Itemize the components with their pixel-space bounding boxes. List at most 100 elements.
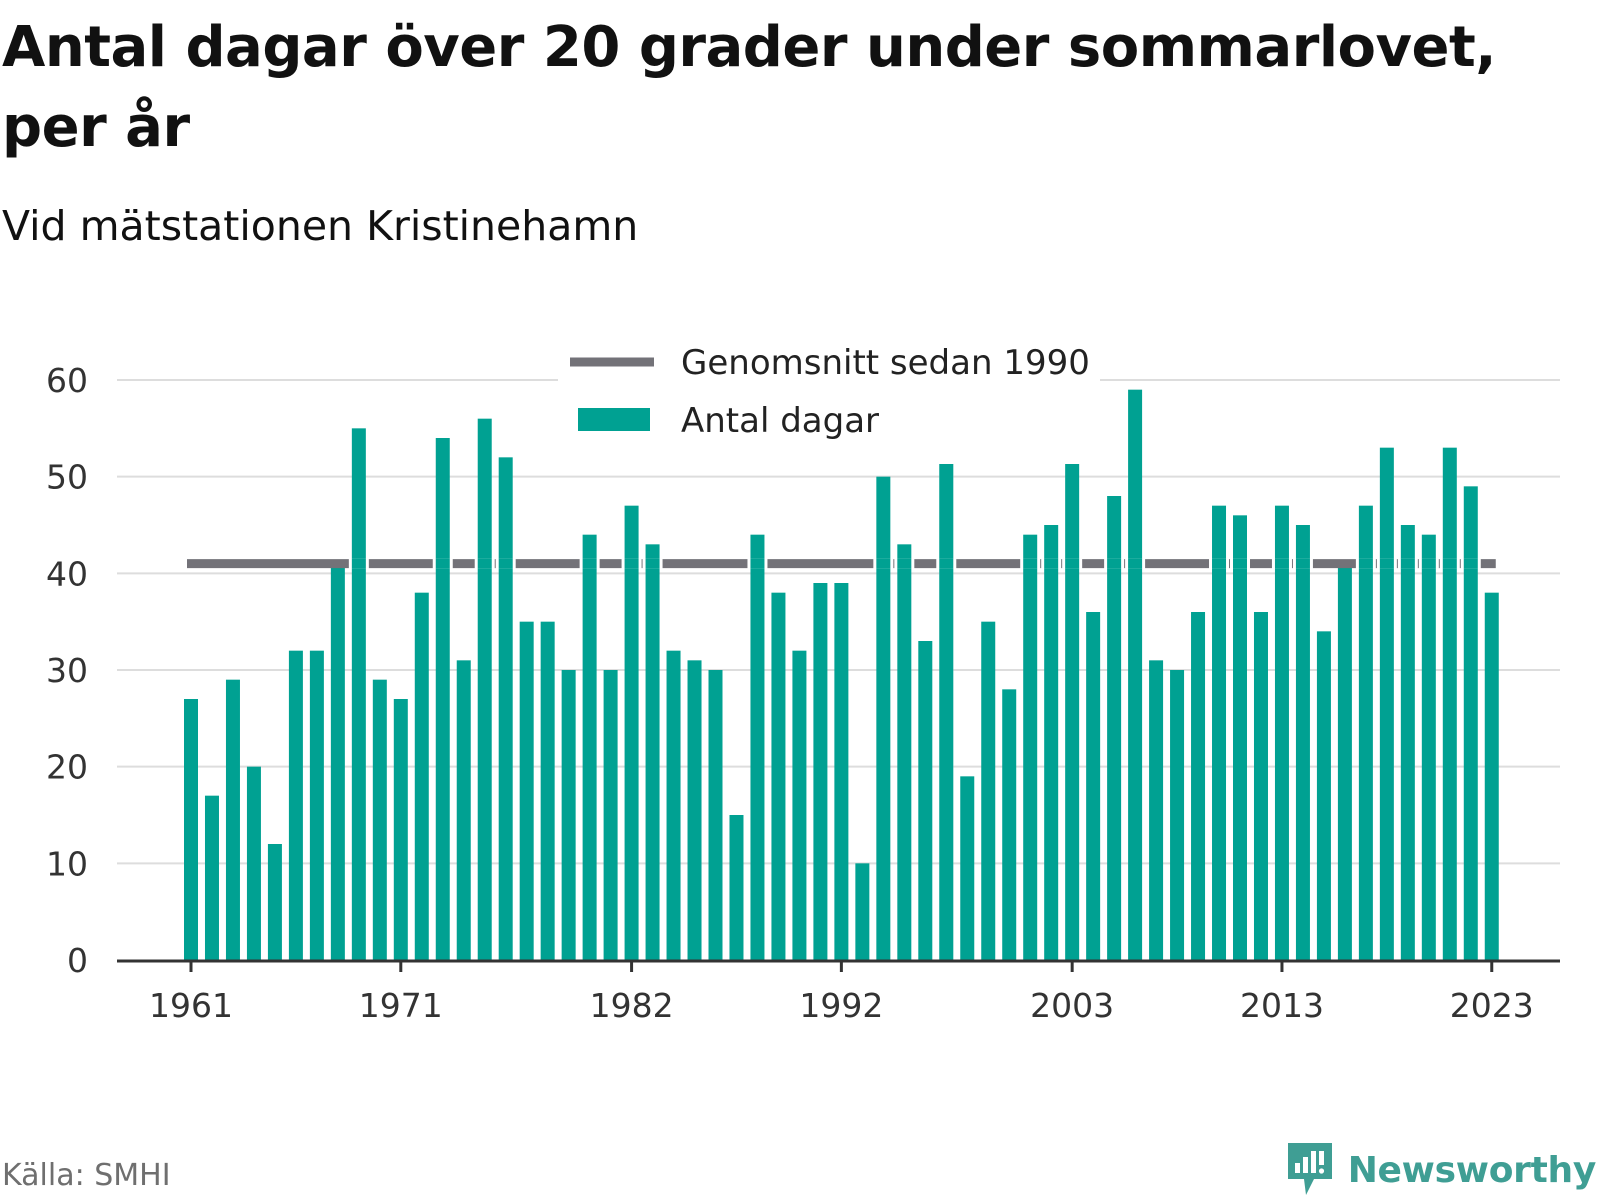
bar-1970 <box>372 679 387 960</box>
bar-1997 <box>939 457 954 960</box>
bar-1961 <box>184 699 198 960</box>
bar-1974 <box>456 660 471 960</box>
x-tick-label: 2013 <box>1240 986 1324 1025</box>
bar-1978 <box>540 621 555 960</box>
bar-2009 <box>1191 612 1206 960</box>
y-tick-label: 30 <box>46 651 88 690</box>
y-tick-label: 20 <box>46 748 88 787</box>
bar-1966 <box>288 650 303 960</box>
bar-1999 <box>981 621 996 960</box>
bar-fill-1975 <box>477 558 492 569</box>
bar-1996 <box>918 641 933 960</box>
bar-2017 <box>1358 505 1373 960</box>
bar-1965 <box>267 844 282 960</box>
bar-2008 <box>1170 670 1185 960</box>
bar-2019 <box>1400 525 1415 960</box>
bar-2006 <box>1128 389 1143 961</box>
bar-2023 <box>1484 592 1499 960</box>
bar-fill-2011 <box>1233 558 1247 569</box>
bar-fill-2022 <box>1463 558 1478 569</box>
bar-1987 <box>729 815 744 960</box>
newsworthy-logo: Newsworthy <box>1284 1140 1596 1200</box>
bar-1979 <box>561 670 576 960</box>
bar-fill-2019 <box>1400 558 1415 569</box>
bar-1969 <box>351 428 366 960</box>
bar-1995 <box>897 544 912 960</box>
x-tick-label: 1992 <box>799 986 883 1025</box>
source-note: Källa: SMHI <box>2 1158 171 1193</box>
bar-fill-2003 <box>1065 558 1080 569</box>
newsworthy-logo-icon <box>1287 1143 1332 1195</box>
bar-1982 <box>624 505 639 960</box>
bar-fill-2021 <box>1442 558 1457 569</box>
bar-fill-2005 <box>1107 558 1122 569</box>
bar-1967 <box>309 650 324 960</box>
newsworthy-logo-text: Newsworthy <box>1347 1149 1597 1191</box>
bar-1994 <box>876 476 891 960</box>
chart-title: Antal dagar över 20 grader under sommarl… <box>2 15 1497 160</box>
bar-1992 <box>834 583 849 960</box>
legend: Genomsnitt sedan 1990 Antal dagar <box>558 338 1100 464</box>
y-tick-label: 0 <box>67 941 88 980</box>
bar-2005 <box>1107 496 1122 960</box>
legend-label-bars: Antal dagar <box>681 401 879 441</box>
y-tick-label: 50 <box>46 458 88 497</box>
bar-chart: 0 10 20 30 40 50 60 1961 1971 1982 1992 2003 2013 20… <box>46 338 1560 1025</box>
x-tick-label: 1961 <box>149 986 233 1025</box>
bar-fill-1994 <box>876 558 891 569</box>
x-axis-ticks: 1961 1971 1982 1992 2003 2013 2023 <box>149 960 1534 1025</box>
bar-2001 <box>1023 534 1038 960</box>
bar-1983 <box>645 544 660 960</box>
bar-fill-1995 <box>897 558 912 569</box>
bar-fill-1969 <box>351 558 366 569</box>
y-tick-label: 60 <box>46 361 88 400</box>
bar-2013 <box>1274 505 1289 960</box>
bar-1977 <box>519 621 534 960</box>
bar-2004 <box>1086 612 1101 960</box>
bar-1976 <box>498 457 513 960</box>
bar-1968 <box>330 563 345 960</box>
bar-fill-2018 <box>1379 558 1394 569</box>
bar-fill-2006 <box>1128 558 1143 569</box>
x-tick-label: 2023 <box>1450 986 1534 1025</box>
x-tick-label: 1971 <box>359 986 443 1025</box>
y-tick-label: 40 <box>46 554 88 593</box>
bar-1972 <box>414 592 429 960</box>
bar-2021 <box>1442 447 1457 961</box>
bar-1988 <box>750 534 765 960</box>
bar-2014 <box>1295 525 1310 960</box>
bar-fill-1976 <box>498 558 513 569</box>
bar-2011 <box>1233 515 1247 960</box>
bar-2000 <box>1002 689 1017 960</box>
bar-1984 <box>666 650 681 960</box>
bar-1986 <box>708 670 723 960</box>
bar-fill-2020 <box>1421 558 1436 569</box>
bar-1991 <box>813 583 828 960</box>
bar-1962 <box>204 795 219 960</box>
bar-fill-2002 <box>1044 558 1059 569</box>
bar-1964 <box>246 766 261 960</box>
bar-fill-1983 <box>645 558 660 569</box>
bar-1989 <box>771 592 786 960</box>
bar-2015 <box>1316 631 1331 960</box>
bar-1981 <box>603 670 618 960</box>
average-line <box>187 558 1496 569</box>
bar-1973 <box>435 438 450 960</box>
bar-fill-1982 <box>624 558 639 569</box>
bar-2010 <box>1212 505 1227 960</box>
bar-1998 <box>960 776 975 960</box>
bar-2022 <box>1463 486 1478 960</box>
bar-1971 <box>393 699 408 960</box>
bars <box>184 389 1499 961</box>
bar-1963 <box>225 679 240 960</box>
bar-fill-1988 <box>750 558 765 569</box>
bar-2012 <box>1253 612 1268 960</box>
y-tick-label: 10 <box>46 844 88 883</box>
bar-fill-1973 <box>435 558 450 569</box>
bar-2003 <box>1065 457 1080 960</box>
bar-fill-2013 <box>1274 558 1289 569</box>
bar-fill-2017 <box>1358 558 1373 569</box>
legend-label-average: Genomsnitt sedan 1990 <box>681 343 1090 383</box>
x-tick-label: 1982 <box>590 986 674 1025</box>
legend-swatch-bars <box>578 408 650 431</box>
